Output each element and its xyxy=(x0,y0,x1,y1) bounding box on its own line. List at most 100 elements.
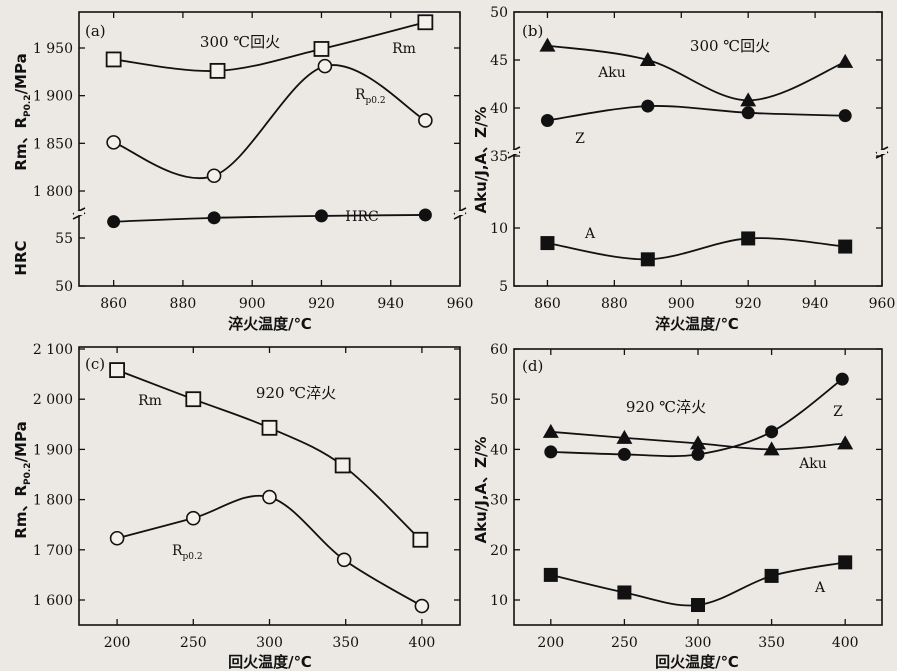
x-tick-label-b: 860 xyxy=(534,296,561,312)
panel-label-b: (b) xyxy=(522,22,543,40)
series-label-c-Rp-sub: p0.2 xyxy=(183,552,203,562)
y-tick-label-b: 35 xyxy=(490,149,508,165)
data-point-b-Aku xyxy=(539,37,556,52)
y-axis-label-a-part: /MPa xyxy=(12,53,30,94)
series-line-a-Rm xyxy=(113,21,426,72)
y-tick-label-a: 1 950 xyxy=(33,41,73,57)
axis-break-gap xyxy=(877,150,887,154)
x-tick-label-c: 350 xyxy=(332,635,359,651)
data-point-b-A xyxy=(838,239,853,254)
data-point-b-Z xyxy=(838,109,852,123)
y-axis-label-a-part: P0.2 xyxy=(23,94,33,117)
series-line-b-Z xyxy=(547,105,846,122)
data-point-a-Rm xyxy=(417,14,434,31)
series-label-c-Rp: Rp0.2 xyxy=(172,543,203,562)
y-tick-label-a: 50 xyxy=(55,279,73,295)
data-point-c-Rm xyxy=(334,457,351,474)
y-tick-label-d: 60 xyxy=(490,342,508,358)
axis-break-gap xyxy=(74,211,84,215)
x-tick-label-b: 880 xyxy=(601,296,628,312)
y-axis-label-d: Aku/J,A、Z/% xyxy=(472,436,490,543)
y-tick-label-a: 1 900 xyxy=(33,89,73,105)
y-tick-label-c: 1 700 xyxy=(33,543,73,559)
series-label-d-Aku: Aku xyxy=(798,456,827,472)
data-point-d-A xyxy=(838,555,853,570)
annotation-b: 300 ℃回火 xyxy=(690,37,770,55)
series-line-a-Rp0.2 xyxy=(113,64,426,179)
series-line-b-Aku xyxy=(547,44,846,102)
x-axis-label-b: 淬火温度/℃ xyxy=(655,315,739,333)
y-axis-label-c-part: Rm、R xyxy=(12,485,30,539)
y-tick-label-a: 55 xyxy=(55,231,73,247)
data-point-a-Rp0.2 xyxy=(106,135,121,150)
y-tick-label-d: 20 xyxy=(490,543,508,559)
y-axis-label-a: Rm、RP0.2/MPa xyxy=(12,53,33,170)
data-point-c-Rp0.2 xyxy=(109,530,125,546)
series-label-b-A: A xyxy=(584,226,596,242)
data-point-d-A xyxy=(617,585,632,600)
y-tick-label-b: 10 xyxy=(490,221,508,237)
annotation-a: 300 ℃回火 xyxy=(200,33,280,51)
data-point-d-Z xyxy=(691,447,705,461)
data-point-d-A xyxy=(543,567,558,582)
y-tick-label-d: 40 xyxy=(490,442,508,458)
series-line-b-A xyxy=(547,237,846,261)
y-tick-label-c: 2 100 xyxy=(33,342,73,358)
x-tick-label-a: 860 xyxy=(100,296,127,312)
annotation-c: 920 ℃淬火 xyxy=(256,384,336,402)
data-point-a-HRC xyxy=(107,215,121,229)
x-tick-label-a: 880 xyxy=(170,296,197,312)
data-point-a-HRC xyxy=(207,211,221,225)
data-point-d-Aku xyxy=(763,441,780,456)
series-label-a-HRC: HRC xyxy=(345,209,378,225)
data-point-a-Rp0.2 xyxy=(418,113,433,128)
x-axis-label-c: 回火温度/℃ xyxy=(228,653,312,671)
x-tick-label-c: 250 xyxy=(180,635,207,651)
series-label-a-Rp: Rp0.2 xyxy=(355,87,386,106)
data-point-c-Rm xyxy=(261,419,278,436)
y-tick-label-a: 1 850 xyxy=(33,136,73,152)
data-point-b-Z xyxy=(540,113,554,127)
x-axis-label-d: 回火温度/℃ xyxy=(655,653,739,671)
y-tick-label-d: 30 xyxy=(490,493,508,509)
x-tick-label-b: 900 xyxy=(668,296,695,312)
data-point-d-A xyxy=(764,568,779,583)
data-point-a-HRC xyxy=(314,209,328,223)
x-tick-label-c: 200 xyxy=(104,635,131,651)
y-tick-label-c: 1 900 xyxy=(33,442,73,458)
data-point-d-Aku xyxy=(690,435,706,450)
y-tick-label-d: 50 xyxy=(490,392,508,408)
y-axis-label-lower-a: HRC xyxy=(12,240,30,275)
y-axis-label-c-part: P0.2 xyxy=(23,462,33,485)
data-point-c-Rp0.2 xyxy=(414,598,430,614)
series-label-b-Z: Z xyxy=(575,131,585,147)
annotation-d: 920 ℃淬火 xyxy=(626,398,706,416)
series-label-c-Rp-main: R xyxy=(172,543,183,559)
data-point-c-Rm xyxy=(109,362,125,378)
y-axis-label-c: Rm、RP0.2/MPa xyxy=(12,421,33,538)
series-label-b-Aku: Aku xyxy=(597,65,626,81)
data-point-a-Rm xyxy=(209,62,226,79)
data-point-c-Rp0.2 xyxy=(186,510,201,526)
y-tick-label-d: 10 xyxy=(490,593,508,609)
y-tick-label-c: 1 600 xyxy=(33,593,73,609)
series-line-a-HRC xyxy=(113,214,426,223)
series-label-d-Z: Z xyxy=(833,404,843,420)
data-point-a-Rp0.2 xyxy=(317,58,333,74)
data-point-d-Z xyxy=(617,447,631,461)
data-point-b-Aku xyxy=(740,92,757,107)
data-point-a-HRC xyxy=(418,208,432,222)
x-tick-label-d: 200 xyxy=(537,635,564,651)
y-axis-label-b: Aku/J,A、Z/% xyxy=(472,106,490,213)
x-tick-label-a: 940 xyxy=(377,296,404,312)
series-label-c-Rm: Rm xyxy=(138,393,162,409)
data-point-b-Aku xyxy=(639,52,656,66)
data-point-d-Z xyxy=(544,445,558,459)
data-point-b-A xyxy=(741,231,756,246)
data-point-c-Rm xyxy=(185,391,202,408)
y-tick-label-c: 2 000 xyxy=(33,392,73,408)
x-tick-label-a: 900 xyxy=(239,296,266,312)
data-point-d-A xyxy=(691,598,705,613)
plot-frame-b xyxy=(513,11,883,287)
